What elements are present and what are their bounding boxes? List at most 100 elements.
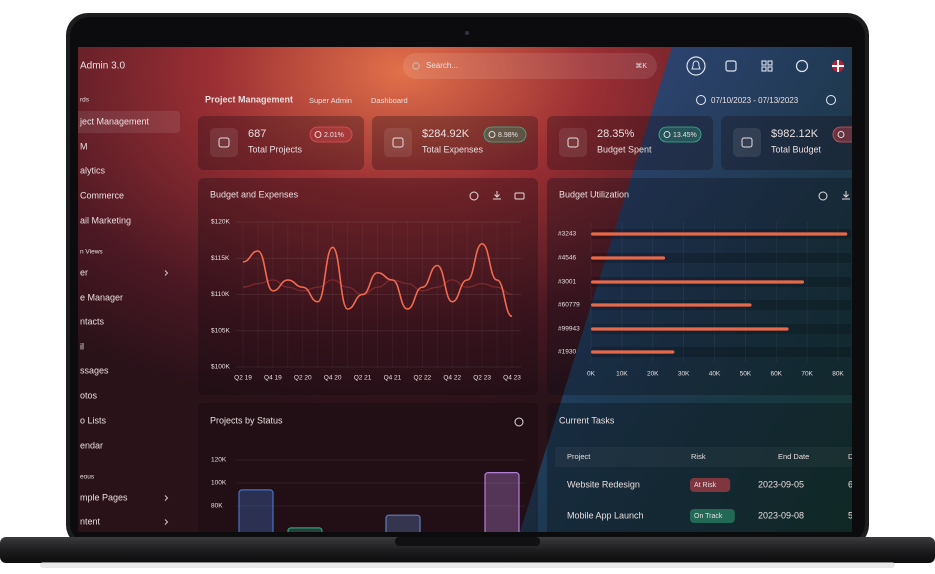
bar: [591, 327, 789, 331]
date-range[interactable]: 07/10/2023 - 07/13/2023: [711, 96, 799, 105]
stat-label: Total Budget: [771, 144, 822, 154]
x-tick-label: 10K: [616, 371, 628, 378]
task-project[interactable]: Website Redesign: [567, 479, 640, 489]
sidebar-item[interactable]: alytics: [80, 165, 106, 175]
stat-icon-glyph: [392, 137, 404, 148]
search-shortcut: ⌘K: [635, 62, 647, 70]
stat-label: Total Projects: [248, 144, 303, 154]
sidebar-item[interactable]: il: [80, 341, 84, 351]
add-button[interactable]: [826, 95, 836, 105]
sidebar-item[interactable]: ntacts: [80, 316, 105, 326]
apps-button[interactable]: [761, 60, 773, 72]
x-tick-label: 60K: [770, 371, 782, 378]
table-header: Risk: [691, 452, 706, 461]
stat-change: 13.45%: [673, 132, 697, 139]
panel: [547, 403, 852, 532]
risk-badge: [690, 478, 731, 492]
breadcrumb: Dashboard: [371, 96, 408, 105]
bar: [484, 472, 520, 532]
sidebar-item[interactable]: endar: [80, 440, 103, 450]
search-box[interactable]: [403, 53, 657, 79]
bar-track: [591, 347, 851, 357]
stat-value: 28.35%: [597, 128, 635, 140]
download-button[interactable]: [493, 191, 501, 200]
sidebar-item[interactable]: otos: [80, 390, 98, 400]
bar: [385, 514, 421, 532]
stat-icon: [733, 128, 761, 157]
bar: [238, 489, 274, 532]
chat-button[interactable]: [725, 60, 737, 72]
screen-tint: [520, 47, 852, 532]
stat-icon-glyph: [218, 137, 230, 148]
download-button[interactable]: [842, 191, 850, 200]
y-tick-label: #60779: [558, 302, 580, 309]
y-tick-label: #99943: [558, 326, 580, 333]
x-tick-label: Q4 21: [384, 375, 402, 382]
submenu-chevron: [164, 495, 169, 501]
y-tick-label: $110K: [211, 291, 230, 298]
sidebar-item[interactable]: o Lists: [80, 415, 107, 425]
x-tick-label: 80K: [832, 371, 844, 378]
x-tick-label: Q4 20: [324, 375, 342, 382]
y-tick-label: #3243: [558, 231, 576, 238]
stat-value: $982.12K: [771, 128, 819, 140]
panel-actions: [469, 191, 850, 427]
x-tick-label: Q2 22: [413, 375, 431, 382]
bar: [591, 256, 666, 260]
stat-badge: [832, 126, 852, 143]
notification-button[interactable]: [686, 56, 706, 76]
sidebar-item[interactable]: ssages: [80, 365, 109, 375]
stat-badge-icon: [663, 131, 671, 138]
bar: [591, 350, 675, 354]
stat-icon-glyph: [741, 137, 753, 148]
submenu-chevron: [164, 519, 169, 525]
stat-icon: [210, 128, 238, 157]
panel: [198, 403, 538, 532]
sidebar-item[interactable]: e Manager: [80, 292, 123, 302]
table-header: D: [848, 452, 854, 461]
sidebar-item[interactable]: ject Management: [79, 116, 150, 126]
stat-icon: [559, 128, 587, 157]
info-button[interactable]: [514, 417, 524, 427]
x-tick-label: 30K: [678, 371, 690, 378]
stat-icon-glyph: [567, 137, 579, 148]
y-tick-label: #1930: [558, 349, 576, 356]
y-tick-label: $120K: [211, 219, 230, 226]
y-tick-label: #4546: [558, 255, 576, 262]
bar: [287, 527, 323, 532]
risk-badge: [690, 509, 735, 523]
table-header: Project: [567, 452, 591, 461]
sidebar-item[interactable]: ail Marketing: [80, 215, 131, 225]
x-tick-label: Q2 19: [234, 375, 252, 382]
stat-badge-icon: [837, 131, 845, 138]
sidebar-item[interactable]: mple Pages: [80, 492, 128, 502]
info-button[interactable]: [469, 191, 479, 201]
risk-label: On Track: [694, 513, 723, 520]
table-header-bg: [555, 447, 852, 467]
sidebar-section: eous: [80, 474, 95, 481]
risk-label: At Risk: [694, 482, 717, 489]
task-project[interactable]: Mobile App Launch: [567, 510, 644, 520]
y-tick-label: $100K: [211, 364, 230, 371]
x-tick-label: Q2 20: [294, 375, 312, 382]
x-tick-label: 40K: [709, 371, 721, 378]
panel: [547, 178, 852, 395]
x-tick-label: 70K: [801, 371, 813, 378]
theme-button[interactable]: [795, 59, 809, 73]
x-tick-label: 0K: [587, 371, 596, 378]
info-button[interactable]: [818, 191, 828, 201]
y-tick-label: #3001: [558, 279, 576, 286]
sidebar-item[interactable]: er: [80, 267, 88, 277]
sidebar-item[interactable]: ntent: [80, 516, 101, 526]
x-tick-label: Q4 19: [264, 375, 282, 382]
stat-badge: [658, 126, 702, 143]
sidebar-item[interactable]: M: [80, 141, 88, 151]
stat-card: [198, 116, 364, 170]
panel-title: Current Tasks: [559, 415, 615, 425]
sidebar-item[interactable]: Commerce: [80, 190, 124, 200]
laptop-notch: [395, 537, 540, 546]
print-button[interactable]: [514, 192, 525, 200]
line-series: [242, 242, 513, 318]
stat-card: [547, 116, 713, 170]
screen: Admin 3.0 Search... ⌘K Project Managemen…: [78, 47, 854, 532]
